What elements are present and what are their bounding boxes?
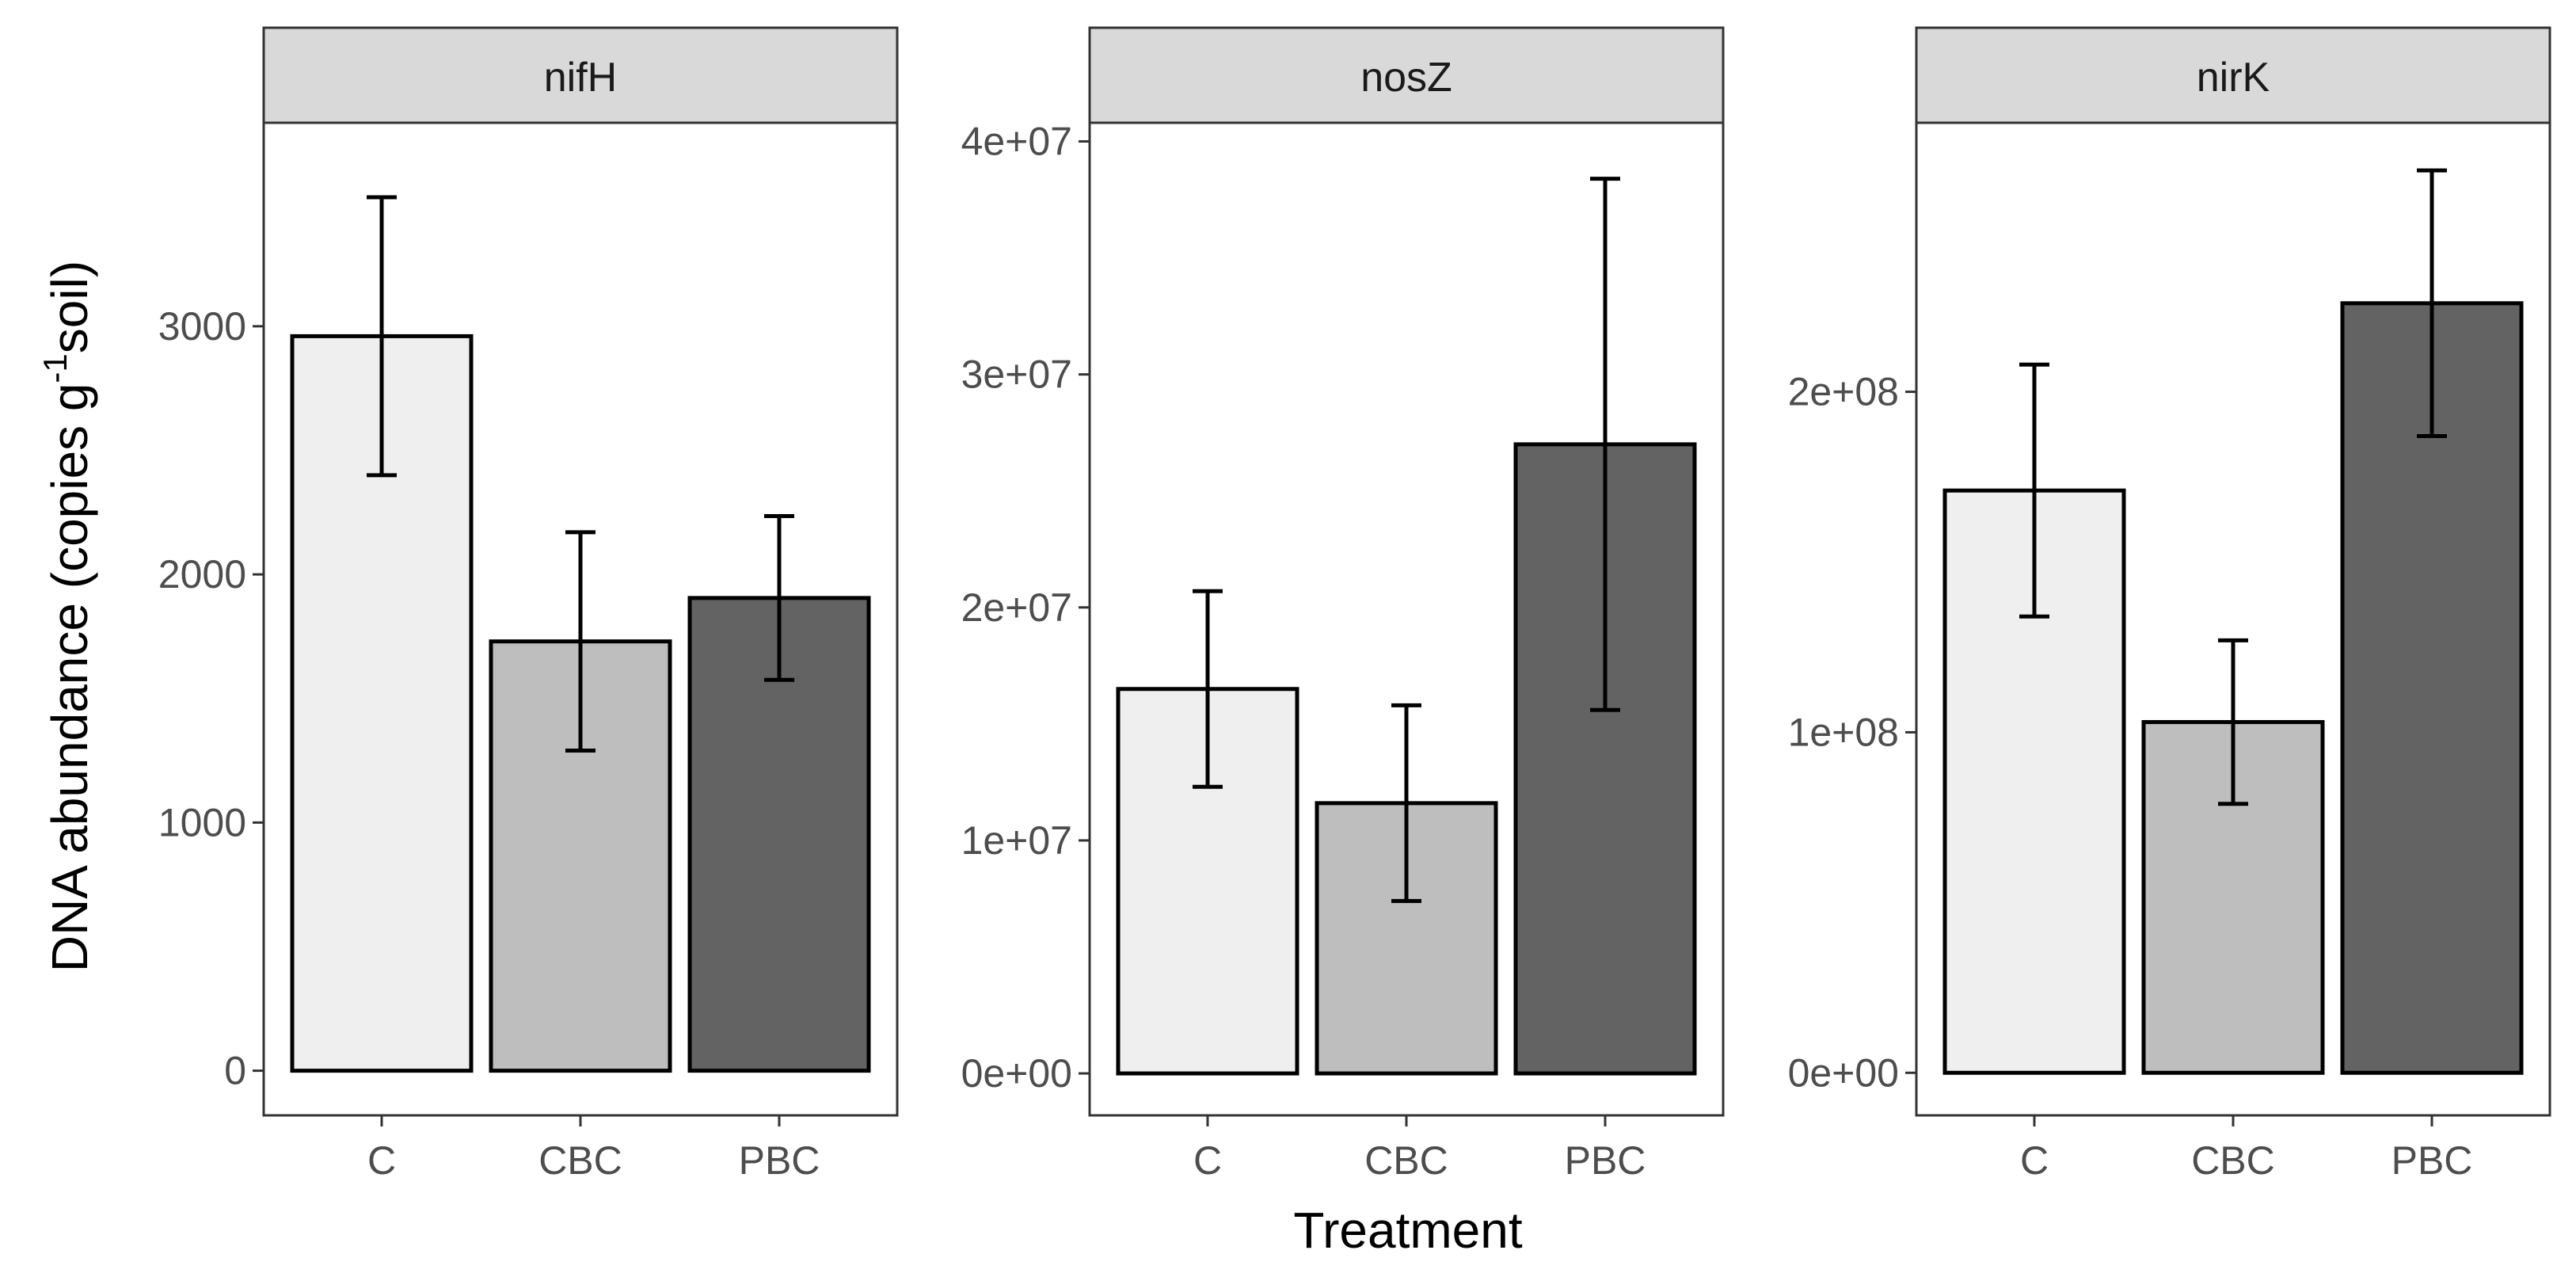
error-bar-nirK-CBC [2218, 638, 2248, 806]
error-bar-nirK-PBC [2417, 168, 2447, 438]
x-tick-label: CBC [538, 1138, 622, 1183]
facet-nifH: nifH C CBC PBC 0 1000 2000 3000 [158, 26, 899, 1183]
y-axis-title-main: DNA abundance (copies g [41, 383, 98, 973]
x-tick-label: PBC [2391, 1138, 2473, 1183]
panel-border [1088, 121, 1725, 1117]
error-bar-nosZ-PBC [1590, 177, 1620, 712]
facet-panels: nifH C CBC PBC 0 1000 2000 3000 nosZ C CBC PBC 0e+00… [158, 26, 2551, 1183]
x-tick-label: PBC [1565, 1138, 1646, 1183]
y-tick-label: 2000 [158, 552, 246, 596]
y-tick-label: 1e+08 [1788, 710, 1899, 754]
y-tick-label: 1e+07 [961, 818, 1072, 863]
error-bar-nirK-C [2019, 362, 2049, 619]
facet-strip-label: nifH [544, 55, 617, 101]
y-tick-label: 0e+00 [1788, 1050, 1899, 1095]
facet-nirK: nirK C CBC PBC 0e+00 1e+08 2e+08 [1788, 26, 2551, 1183]
facet-strip [262, 26, 899, 124]
error-bar-nifH-CBC [565, 530, 595, 753]
panel-border [1915, 121, 2551, 1117]
error-bar-nifH-C [367, 195, 397, 478]
panel-border [262, 121, 899, 1117]
y-tick-label: 3e+07 [961, 353, 1072, 397]
y-tick-label: 0e+00 [961, 1051, 1072, 1096]
facet-strip-label: nirK [2197, 55, 2270, 101]
y-axis-title: DNA abundance (copies g-1soil) [36, 261, 98, 972]
y-tick-label: 1000 [158, 800, 246, 844]
facet-strip-label: nosZ [1360, 55, 1452, 101]
y-axis-title-superscript: -1 [36, 353, 74, 383]
x-tick-label: PBC [739, 1138, 820, 1183]
x-tick-label: C [2020, 1138, 2049, 1183]
y-tick-label: 4e+07 [961, 120, 1072, 164]
error-bar-nosZ-C [1193, 589, 1223, 789]
x-axis-title: Treatment [1293, 1202, 1523, 1259]
y-tick-label: 2e+07 [961, 585, 1072, 630]
y-tick-label: 3000 [158, 304, 246, 349]
error-bar-nifH-PBC [764, 514, 794, 682]
x-tick-label: C [1193, 1138, 1222, 1183]
x-tick-label: CBC [2191, 1138, 2275, 1183]
error-bar-nosZ-CBC [1391, 703, 1421, 903]
y-axis-title-unit: soil) [41, 261, 98, 353]
x-tick-label: C [367, 1138, 396, 1183]
y-tick-label: 0 [224, 1049, 246, 1093]
facet-nosZ: nosZ C CBC PBC 0e+00 1e+07 2e+07 3e+07 4e+07 [961, 26, 1725, 1183]
y-tick-label: 2e+08 [1788, 370, 1899, 414]
x-tick-label: CBC [1364, 1138, 1448, 1183]
